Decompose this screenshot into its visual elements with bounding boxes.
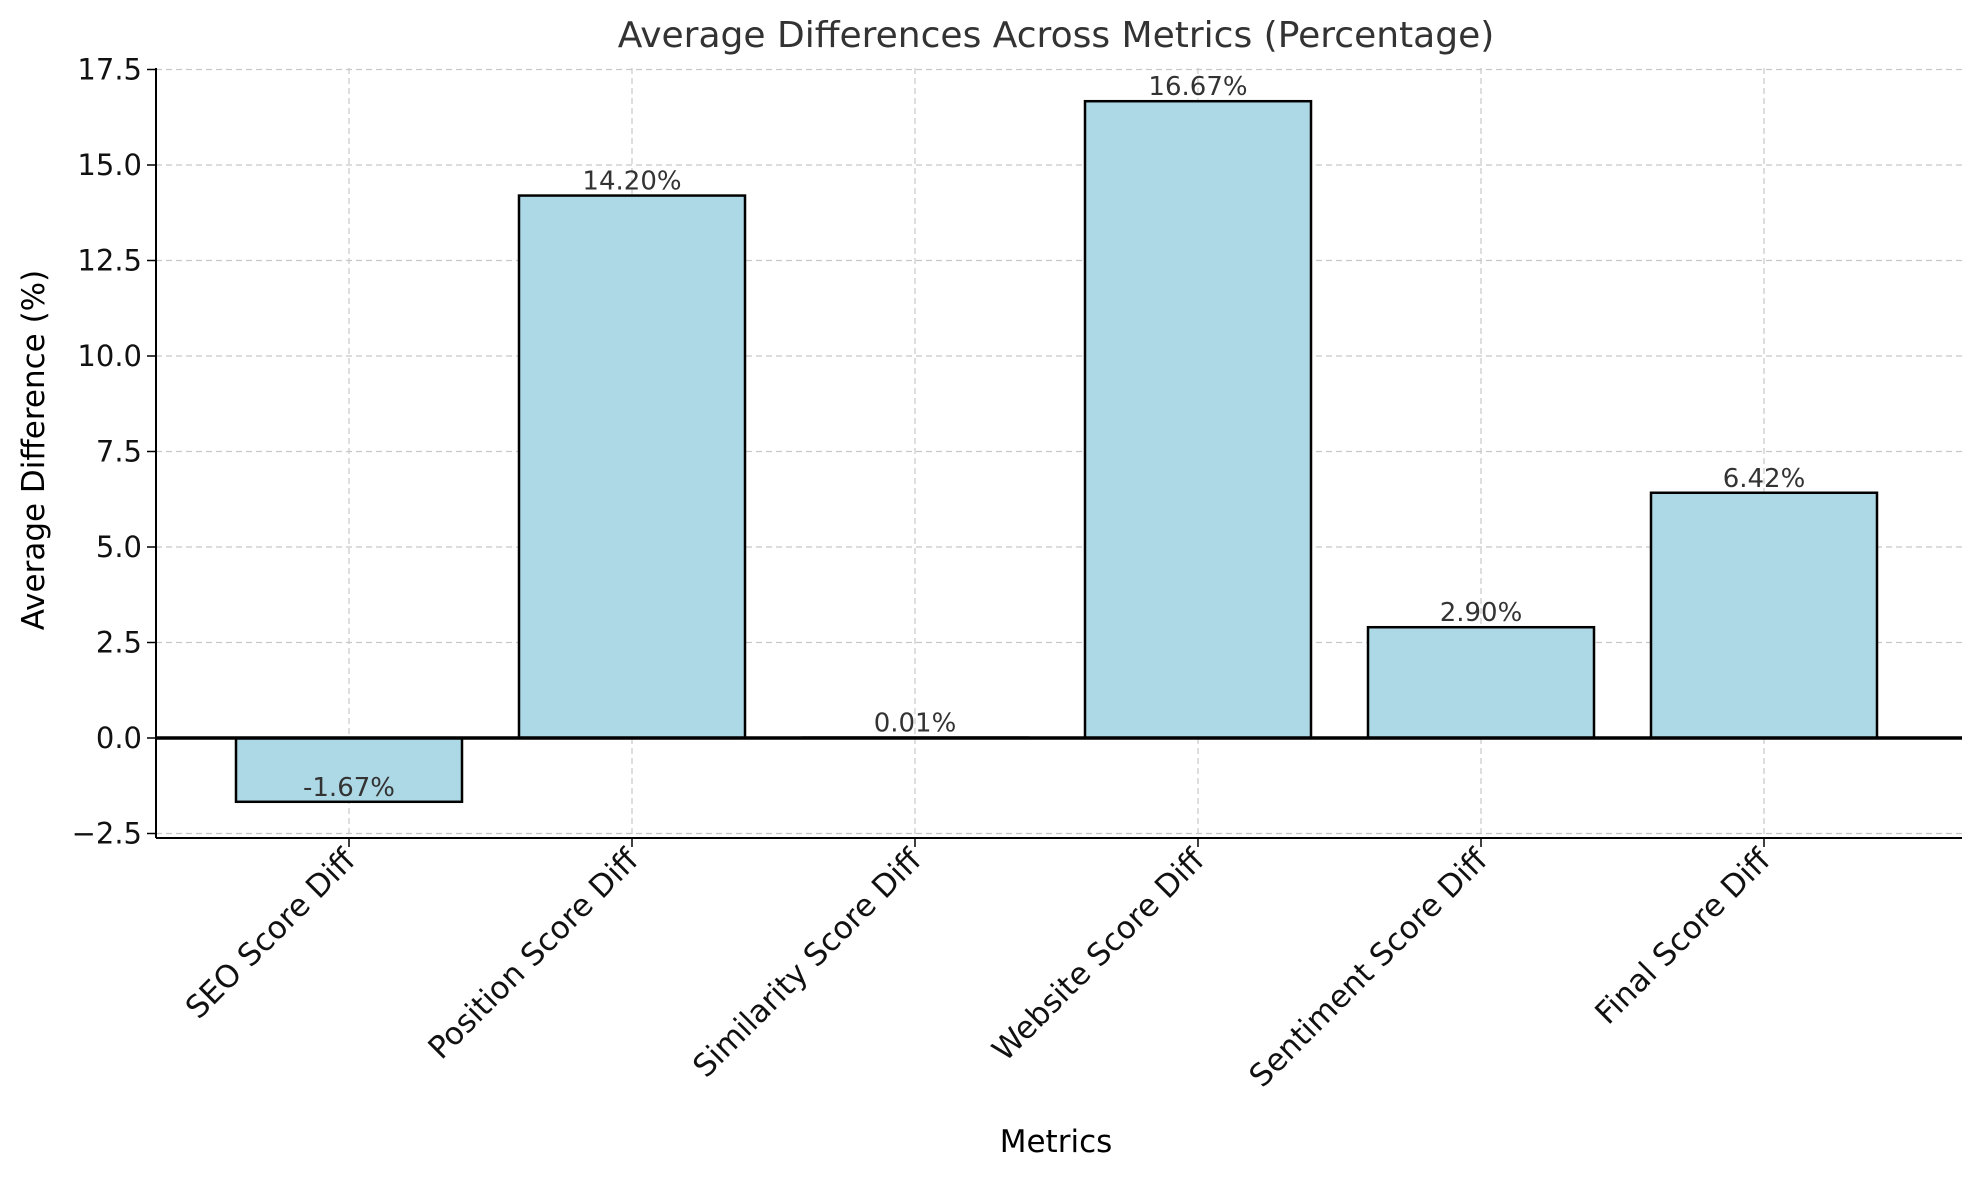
bar (1083, 99, 1313, 740)
data-labels: -1.67% 14.20% 0.01% 16.67% 2.90% 6.42% (303, 72, 1805, 803)
category-label: Similarity Score Diff (686, 842, 929, 1085)
data-label: -1.67% (303, 773, 395, 803)
y-ticks: −2.5 0.0 2.5 5.0 7.5 10.0 12.5 15.0 17.5 (72, 53, 156, 851)
y-tick-label: 7.5 (96, 435, 142, 469)
data-label: 16.67% (1148, 72, 1247, 102)
y-tick-label: 5.0 (96, 530, 142, 564)
y-tick-label: 2.5 (96, 626, 142, 660)
data-label: 14.20% (582, 167, 681, 197)
y-tick-label: −2.5 (72, 817, 142, 851)
data-label: 2.90% (1440, 598, 1523, 628)
chart-title: Average Differences Across Metrics (Perc… (618, 15, 1495, 56)
y-tick-label: 12.5 (77, 244, 142, 278)
y-tick-label: 15.0 (77, 148, 142, 182)
category-label: Final Score Diff (1588, 842, 1778, 1032)
data-label: 0.01% (874, 709, 957, 739)
y-tick-label: 0.0 (96, 721, 142, 755)
x-ticks: SEO Score Diff Position Score Diff Similar… (179, 838, 1778, 1094)
bar (1649, 491, 1879, 740)
y-tick-label: 10.0 (77, 339, 142, 373)
y-axis-label: Average Difference (%) (16, 270, 52, 630)
bar (234, 736, 464, 804)
category-label: Sentiment Score Diff (1242, 842, 1495, 1095)
axes (155, 68, 1962, 839)
y-tick-label: 17.5 (77, 53, 142, 87)
x-axis-label: Metrics (1000, 1124, 1113, 1160)
bar (1366, 625, 1596, 740)
category-label: SEO Score Diff (179, 842, 363, 1026)
data-label: 6.42% (1723, 464, 1806, 494)
bar (517, 194, 747, 740)
category-label: Position Score Diff (421, 842, 646, 1067)
category-label: Website Score Diff (985, 842, 1212, 1069)
